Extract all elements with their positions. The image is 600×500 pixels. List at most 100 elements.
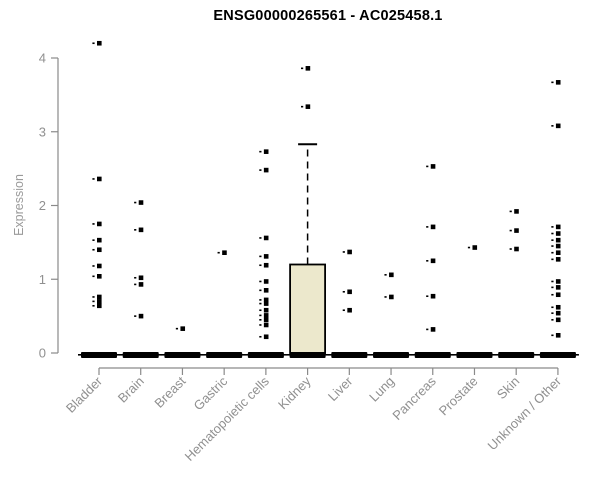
outlier-point xyxy=(555,257,561,262)
outlier-point xyxy=(430,224,436,230)
outlier-point xyxy=(263,149,269,154)
outlier-point-dash xyxy=(134,283,137,286)
outlier-point xyxy=(555,250,561,255)
y-tick-label: 1 xyxy=(39,272,46,287)
outlier-point-dash xyxy=(426,260,429,262)
median-bar xyxy=(122,352,159,358)
outlier-point xyxy=(180,326,186,331)
outlier-point xyxy=(97,221,102,227)
outlier-point xyxy=(97,247,102,253)
outlier-point xyxy=(97,303,102,309)
x-category-label: Pancreas xyxy=(389,373,439,423)
outlier-point xyxy=(138,282,144,287)
outlier-point xyxy=(430,164,436,169)
outlier-point xyxy=(555,80,561,85)
outlier-point xyxy=(514,228,519,233)
outlier-point-dash xyxy=(426,328,429,331)
x-category-label: Gastric xyxy=(191,373,231,413)
outlier-point-dash xyxy=(551,293,554,296)
outlier-point xyxy=(263,297,269,303)
outlier-point-dash xyxy=(301,67,304,70)
outlier-point-dash xyxy=(259,169,262,171)
outlier-point xyxy=(263,317,269,323)
outlier-point xyxy=(222,250,227,255)
y-tick-label: 4 xyxy=(39,51,46,66)
outlier-point-dash xyxy=(509,248,512,250)
outlier-point xyxy=(263,334,269,340)
outlier-point-dash xyxy=(342,251,345,253)
outlier-point xyxy=(97,263,102,269)
outlier-point xyxy=(263,313,269,318)
outlier-point xyxy=(555,231,561,236)
outlier-point-dash xyxy=(92,178,95,180)
outlier-point-dash xyxy=(551,319,554,321)
outlier-point xyxy=(430,293,436,299)
outlier-point-dash xyxy=(259,314,262,317)
x-category-label: Skin xyxy=(494,374,522,402)
median-bar xyxy=(289,352,326,358)
outlier-point-dash xyxy=(134,315,137,317)
x-category-label: Breast xyxy=(151,373,188,410)
outlier-point xyxy=(263,254,269,259)
outlier-point-dash xyxy=(134,276,137,279)
x-category-label: Bladder xyxy=(63,373,106,416)
outlier-point xyxy=(555,310,561,316)
outlier-point xyxy=(97,176,102,182)
outlier-point xyxy=(347,249,352,255)
x-category-label: Prostate xyxy=(436,374,481,419)
median-bar xyxy=(539,352,576,358)
median-bar xyxy=(206,352,243,358)
outlier-point xyxy=(555,224,561,230)
outlier-point xyxy=(263,301,269,306)
outlier-point xyxy=(555,123,561,129)
outlier-point-dash xyxy=(92,239,95,241)
outlier-point xyxy=(97,294,102,300)
x-category-label: Unknown / Other xyxy=(484,373,564,453)
outlier-point-dash xyxy=(551,232,554,235)
outlier-point xyxy=(263,322,269,328)
outlier-point xyxy=(389,294,394,300)
outlier-point xyxy=(97,299,102,304)
outlier-point-dash xyxy=(92,42,95,45)
outlier-point xyxy=(555,317,561,323)
y-tick-label: 3 xyxy=(39,124,46,139)
median-bar xyxy=(247,352,284,358)
outlier-point-dash xyxy=(384,274,387,276)
median-bar xyxy=(331,352,368,358)
median-bar xyxy=(164,352,201,358)
outlier-point-dash xyxy=(551,312,554,314)
outlier-point xyxy=(97,274,102,279)
outlier-point-dash xyxy=(551,334,554,337)
outlier-point-dash xyxy=(467,246,471,249)
median-bar xyxy=(373,352,410,358)
outlier-point-dash xyxy=(92,305,95,307)
outlier-point xyxy=(555,279,561,284)
outlier-point xyxy=(430,327,436,332)
outlier-point xyxy=(138,275,144,281)
outlier-point-dash xyxy=(259,280,262,283)
outlier-point-dash xyxy=(259,319,262,321)
outlier-point-dash xyxy=(509,229,512,232)
outlier-point-dash xyxy=(426,295,429,298)
outlier-point xyxy=(138,313,144,319)
outlier-point-dash xyxy=(92,265,95,267)
outlier-point xyxy=(305,66,311,71)
outlier-point-dash xyxy=(342,309,345,312)
outlier-point xyxy=(430,258,436,264)
median-bar xyxy=(81,352,117,358)
outlier-point xyxy=(555,304,561,310)
outlier-point xyxy=(555,333,561,338)
outlier-point xyxy=(263,279,269,284)
outlier-point xyxy=(472,245,478,250)
x-category-label: Liver xyxy=(325,373,356,404)
outlier-point-dash xyxy=(551,306,554,309)
outlier-point xyxy=(347,307,352,313)
outlier-point-dash xyxy=(259,289,262,292)
outlier-point xyxy=(514,246,519,252)
y-tick-label: 0 xyxy=(39,346,46,361)
x-category-label: Kidney xyxy=(275,373,314,412)
outlier-point-dash xyxy=(92,296,95,298)
outlier-point-dash xyxy=(426,165,429,168)
outlier-point xyxy=(555,237,561,243)
outlier-point-dash xyxy=(134,229,137,231)
